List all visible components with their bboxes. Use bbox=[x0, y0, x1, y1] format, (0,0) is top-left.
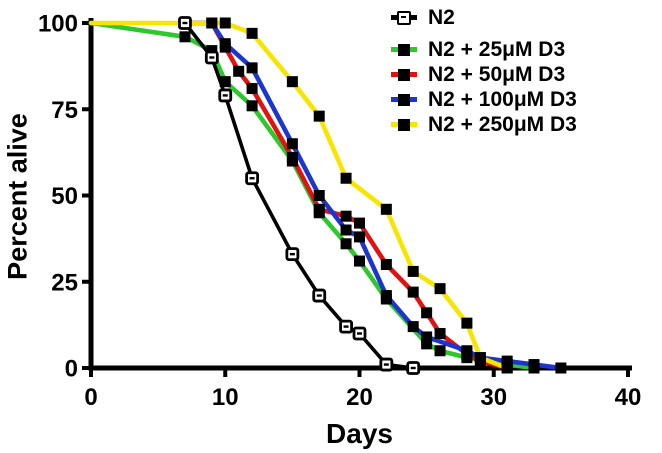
series-line-0 bbox=[183, 21, 416, 370]
data-point-marker bbox=[233, 65, 245, 77]
x-tick-label: 40 bbox=[615, 384, 642, 411]
data-point-marker bbox=[461, 345, 473, 357]
data-point-marker bbox=[501, 355, 513, 367]
y-tick-label: 100 bbox=[38, 11, 78, 38]
y-tick-label: 50 bbox=[51, 183, 78, 210]
data-point-marker bbox=[313, 203, 325, 215]
data-point-marker bbox=[501, 362, 513, 374]
data-point-marker bbox=[246, 62, 258, 74]
data-point-marker bbox=[380, 290, 392, 302]
x-tick-label: 20 bbox=[346, 384, 373, 411]
data-point-marker bbox=[407, 286, 419, 298]
data-point-marker bbox=[340, 210, 352, 222]
green-square-marker-icon bbox=[391, 42, 417, 57]
series-line-3 bbox=[182, 20, 564, 371]
data-point-marker bbox=[286, 152, 298, 164]
x-tick-label: 10 bbox=[212, 384, 239, 411]
data-point-marker bbox=[380, 203, 392, 215]
data-point-marker bbox=[219, 17, 231, 29]
legend-item-n2: N2 bbox=[391, 5, 577, 30]
legend: N2 N2 + 25μM D3 N2 + 50μM D3 N2 + 100μM … bbox=[391, 5, 577, 137]
n2-open-square-marker-icon bbox=[391, 10, 417, 25]
data-point-marker bbox=[407, 321, 419, 333]
legend-item-n2-100um-d3: N2 + 100μM D3 bbox=[391, 87, 577, 112]
legend-item-n2-50um-d3: N2 + 50μM D3 bbox=[391, 62, 577, 87]
y-tick-label: 25 bbox=[51, 269, 78, 296]
x-tick-label: 0 bbox=[84, 384, 97, 411]
data-point-marker bbox=[340, 224, 352, 236]
data-point-marker bbox=[313, 190, 325, 201]
data-point-marker bbox=[179, 31, 191, 43]
data-point-marker bbox=[246, 83, 258, 95]
legend-label: N2 + 250μM D3 bbox=[428, 112, 577, 136]
legend-item-n2-250um-d3: N2 + 250μM D3 bbox=[391, 112, 577, 137]
data-point-marker bbox=[461, 317, 473, 329]
x-tick-label: 30 bbox=[480, 384, 507, 411]
y-tick-label: 0 bbox=[65, 356, 78, 383]
data-point-marker bbox=[421, 307, 433, 319]
data-point-marker bbox=[219, 38, 231, 50]
data-point-marker bbox=[246, 100, 258, 112]
yellow-square-marker-icon bbox=[391, 117, 417, 132]
data-point-marker bbox=[421, 331, 433, 343]
data-point-marker bbox=[354, 231, 365, 243]
data-point-marker bbox=[434, 328, 446, 339]
legend-label: N2 bbox=[428, 5, 455, 29]
data-point-marker bbox=[219, 76, 231, 88]
y-tick-label: 75 bbox=[51, 97, 78, 124]
data-point-marker bbox=[434, 283, 446, 295]
legend-item-n2-25um-d3: N2 + 25μM D3 bbox=[391, 37, 577, 62]
data-point-marker bbox=[340, 238, 352, 250]
data-point-marker bbox=[246, 27, 258, 39]
data-point-marker bbox=[380, 259, 392, 270]
data-point-marker bbox=[555, 362, 567, 374]
y-axis-title: Percent alive bbox=[2, 113, 33, 280]
legend-label: N2 + 25μM D3 bbox=[428, 37, 566, 61]
data-point-marker bbox=[354, 255, 365, 267]
data-point-marker bbox=[286, 138, 298, 150]
data-point-marker bbox=[407, 265, 419, 277]
data-point-marker bbox=[313, 110, 325, 122]
red-square-marker-icon bbox=[391, 67, 417, 82]
data-point-marker bbox=[528, 359, 540, 371]
data-point-marker bbox=[354, 217, 365, 229]
x-axis-title: Days bbox=[326, 418, 393, 449]
legend-label: N2 + 50μM D3 bbox=[428, 62, 566, 86]
data-point-marker bbox=[434, 345, 446, 357]
data-point-marker bbox=[421, 338, 433, 350]
legend-label: N2 + 100μM D3 bbox=[428, 87, 577, 111]
data-point-marker bbox=[206, 17, 218, 29]
data-point-marker bbox=[474, 352, 486, 364]
data-point-marker bbox=[286, 76, 298, 88]
blue-square-marker-icon bbox=[391, 92, 417, 107]
data-point-marker bbox=[340, 172, 352, 184]
